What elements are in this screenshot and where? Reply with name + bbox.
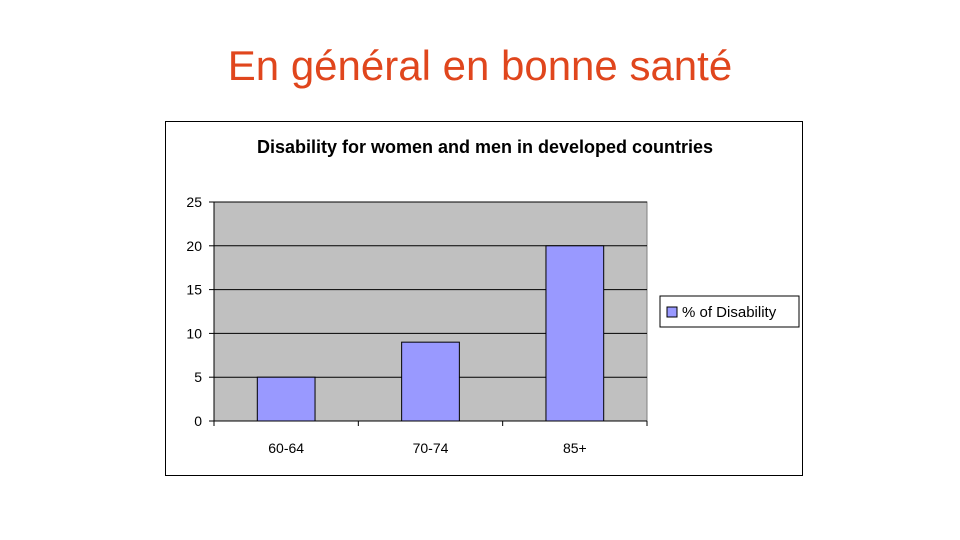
y-tick-label: 5 [194, 369, 202, 385]
bar-chart: Disability for women and men in develope… [186, 137, 800, 456]
bar [545, 245, 605, 422]
bar [401, 341, 460, 422]
chart-frame: Disability for women and men in develope… [165, 121, 803, 476]
slide-title: En général en bonne santé [227, 42, 733, 89]
y-tick-label: 10 [186, 325, 202, 341]
x-tick-label: 70-74 [413, 440, 449, 456]
legend-swatch [666, 306, 678, 318]
x-tick-label: 85+ [563, 440, 587, 456]
y-tick-label: 20 [186, 238, 202, 254]
y-tick-label: 25 [186, 194, 202, 210]
chart-title: Disability for women and men in develope… [257, 137, 713, 157]
y-tick-label: 15 [186, 282, 202, 298]
bar [256, 376, 316, 422]
x-tick-label: 60-64 [268, 440, 304, 456]
y-tick-label: 0 [194, 413, 202, 429]
legend-box [659, 295, 800, 328]
legend-label: % of Disability [682, 304, 777, 321]
